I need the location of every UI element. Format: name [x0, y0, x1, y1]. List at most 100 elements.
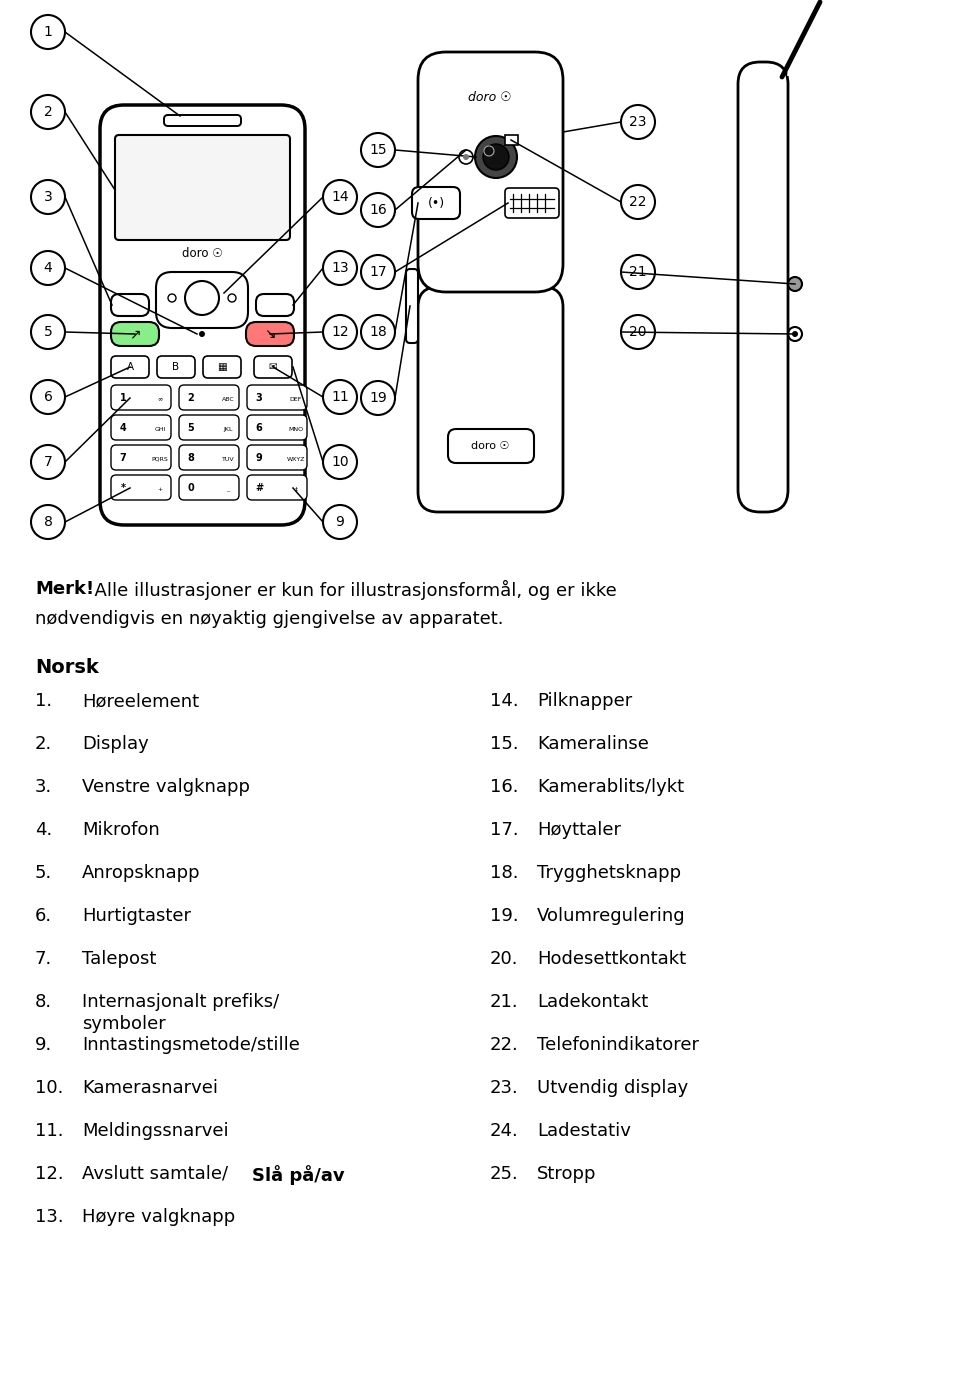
Text: 16.: 16.	[490, 778, 518, 796]
FancyBboxPatch shape	[157, 356, 195, 378]
Text: Høyttaler: Høyttaler	[537, 821, 621, 839]
FancyBboxPatch shape	[247, 415, 307, 440]
FancyBboxPatch shape	[418, 52, 563, 293]
Text: *: *	[121, 483, 126, 493]
Text: ↘: ↘	[264, 327, 276, 341]
Circle shape	[199, 331, 205, 337]
Text: JKL: JKL	[224, 426, 232, 432]
Circle shape	[788, 277, 802, 291]
Text: 6.: 6.	[35, 907, 52, 925]
Text: 12: 12	[331, 326, 348, 339]
FancyBboxPatch shape	[115, 135, 290, 240]
Text: 20.: 20.	[490, 949, 518, 967]
FancyBboxPatch shape	[111, 475, 171, 500]
Text: 9: 9	[336, 515, 345, 529]
FancyBboxPatch shape	[247, 475, 307, 500]
Text: 0: 0	[187, 483, 194, 493]
Text: 21: 21	[629, 265, 647, 279]
Text: MNO: MNO	[288, 426, 303, 432]
Circle shape	[463, 155, 469, 160]
Circle shape	[475, 137, 517, 178]
Text: DEF: DEF	[290, 396, 302, 402]
FancyBboxPatch shape	[448, 429, 534, 464]
Text: ▦: ▦	[217, 362, 227, 373]
Text: 23.: 23.	[490, 1079, 518, 1097]
FancyBboxPatch shape	[246, 322, 294, 346]
Text: 22: 22	[629, 195, 647, 208]
Text: Ladekontakt: Ladekontakt	[537, 994, 648, 1012]
Text: #: #	[255, 483, 263, 493]
Circle shape	[483, 144, 509, 170]
Text: Meldingssnarvei: Meldingssnarvei	[82, 1122, 228, 1140]
Text: 9: 9	[255, 453, 262, 464]
Text: Stropp: Stropp	[537, 1165, 596, 1183]
Text: 10: 10	[331, 455, 348, 469]
Text: B: B	[173, 362, 180, 373]
Text: Internasjonalt prefiks/: Internasjonalt prefiks/	[82, 994, 279, 1012]
Text: Slå på/av: Slå på/av	[252, 1165, 345, 1185]
Text: TUV: TUV	[222, 457, 234, 461]
Text: Talepost: Talepost	[82, 949, 156, 967]
FancyBboxPatch shape	[505, 188, 559, 218]
Text: Alle illustrasjoner er kun for illustrasjonsformål, og er ikke: Alle illustrasjoner er kun for illustras…	[83, 580, 616, 600]
Text: 8.: 8.	[35, 994, 52, 1012]
Text: 22.: 22.	[490, 1036, 518, 1054]
Text: 17.: 17.	[490, 821, 518, 839]
Text: ∞: ∞	[157, 396, 162, 402]
Text: 16: 16	[370, 203, 387, 217]
Text: nødvendigvis en nøyaktig gjengivelse av apparatet.: nødvendigvis en nøyaktig gjengivelse av …	[35, 610, 503, 628]
Text: Norsk: Norsk	[35, 658, 99, 678]
Text: 6: 6	[255, 424, 262, 433]
Text: 9.: 9.	[35, 1036, 52, 1054]
Text: ‡: ‡	[295, 487, 298, 491]
Text: 5.: 5.	[35, 864, 52, 882]
Text: 4.: 4.	[35, 821, 52, 839]
Text: Høyre valgknapp: Høyre valgknapp	[82, 1208, 235, 1225]
Text: Anropsknapp: Anropsknapp	[82, 864, 201, 882]
FancyBboxPatch shape	[203, 356, 241, 378]
Text: Hurtigtaster: Hurtigtaster	[82, 907, 191, 925]
Text: 5: 5	[43, 326, 53, 339]
Text: Kameralinse: Kameralinse	[537, 736, 649, 753]
Text: _: _	[227, 487, 229, 491]
Text: 1.: 1.	[35, 691, 52, 709]
Text: Kamerablits/lykt: Kamerablits/lykt	[537, 778, 684, 796]
Text: 8: 8	[187, 453, 195, 464]
Text: PQRS: PQRS	[152, 457, 168, 461]
Text: symboler: symboler	[82, 1016, 166, 1034]
FancyBboxPatch shape	[418, 287, 563, 512]
FancyBboxPatch shape	[256, 294, 294, 316]
Text: 1: 1	[120, 393, 127, 403]
Text: 24.: 24.	[490, 1122, 518, 1140]
FancyBboxPatch shape	[156, 272, 248, 328]
Text: 11.: 11.	[35, 1122, 63, 1140]
Text: Ladestativ: Ladestativ	[537, 1122, 631, 1140]
Text: Utvendig display: Utvendig display	[537, 1079, 688, 1097]
Text: 8: 8	[43, 515, 53, 529]
Text: Hodesettkontakt: Hodesettkontakt	[537, 949, 686, 967]
Text: 11: 11	[331, 391, 348, 404]
Text: 19: 19	[370, 391, 387, 404]
Text: 25.: 25.	[490, 1165, 518, 1183]
Text: 15: 15	[370, 144, 387, 157]
Text: 2: 2	[43, 105, 53, 119]
Text: 2.: 2.	[35, 736, 52, 753]
Text: 7: 7	[43, 455, 53, 469]
Text: A: A	[127, 362, 133, 373]
FancyBboxPatch shape	[111, 444, 171, 471]
Text: ↗: ↗	[130, 327, 141, 341]
Text: 3.: 3.	[35, 778, 52, 796]
Text: 19.: 19.	[490, 907, 518, 925]
Text: (•): (•)	[427, 196, 444, 210]
Text: 23: 23	[629, 115, 647, 128]
Text: 4: 4	[120, 424, 127, 433]
Text: 18.: 18.	[490, 864, 518, 882]
FancyBboxPatch shape	[111, 385, 171, 410]
Text: 20: 20	[629, 326, 647, 339]
Text: 15.: 15.	[490, 736, 518, 753]
Text: 7: 7	[120, 453, 127, 464]
Text: Høreelement: Høreelement	[82, 691, 199, 709]
Text: doro ☉: doro ☉	[468, 91, 512, 103]
Text: Volumregulering: Volumregulering	[537, 907, 685, 925]
Text: ABC: ABC	[222, 396, 234, 402]
